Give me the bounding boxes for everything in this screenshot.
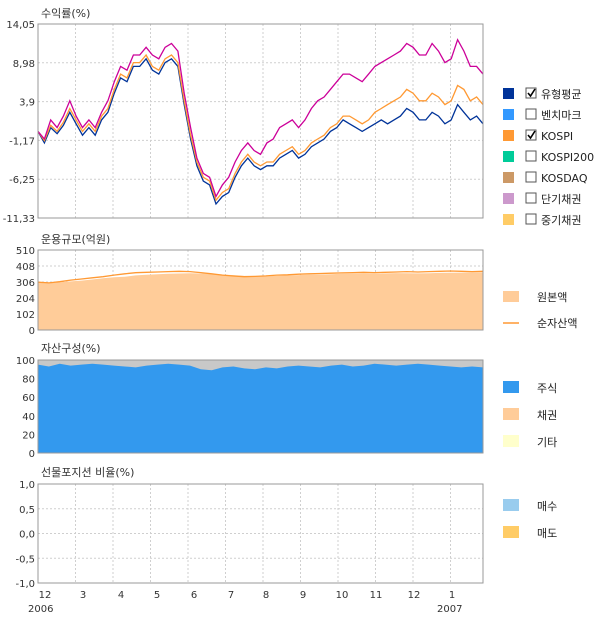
y-tick-label: 100 [16, 356, 35, 367]
y-tick-label: 40 [22, 412, 35, 423]
legend-swatch [503, 109, 514, 120]
y-tick-label: 0,0 [19, 530, 35, 541]
returns-title: 수익률(%) [41, 7, 90, 20]
y-tick-label: 102 [16, 310, 35, 321]
line-net-assets [37, 270, 484, 284]
x-axis: 12 3 4 5 6 7 8 9 10 11 12 1 [39, 590, 456, 601]
legend-label[interactable]: 벤치마크 [541, 109, 581, 122]
x-tick-label: 5 [154, 590, 160, 601]
aum-title: 운용규모(억원) [41, 233, 110, 246]
y-tick-label: 408 [16, 262, 35, 273]
legend-checkbox[interactable] [525, 108, 537, 120]
legend-swatch [503, 151, 514, 162]
x-tick-label: 4 [118, 590, 124, 601]
legend-swatch [503, 499, 519, 511]
legend-checkbox[interactable] [525, 192, 537, 204]
y-tick-label: 0 [29, 449, 35, 460]
y-tick-label: -1,17 [9, 136, 35, 147]
y-tick-label: 8,98 [13, 59, 35, 70]
aum-panel: 510 408 306 204 102 0 [16, 246, 484, 337]
legend-label: 채권 [537, 409, 557, 422]
legend-swatch [503, 381, 519, 393]
y-tick-label: -1,0 [15, 579, 35, 590]
check-icon [527, 130, 536, 140]
legend-label: 기타 [537, 436, 557, 449]
x-tick-label: 10 [336, 590, 349, 601]
x-tick-label: 12 [408, 590, 421, 601]
legend-label[interactable]: 단기채권 [541, 193, 581, 206]
legend-label: 순자산액 [537, 317, 577, 330]
y-tick-label: -0,5 [15, 554, 35, 565]
legend-swatch [503, 435, 519, 447]
legend-swatch [503, 88, 514, 99]
legend-checkbox[interactable] [525, 171, 537, 183]
y-tick-label: -6,25 [9, 175, 35, 186]
x-tick-label: 12 [39, 590, 52, 601]
plot-frame [37, 23, 484, 219]
legend-checkbox[interactable] [525, 87, 537, 99]
y-tick-label: 306 [16, 278, 35, 289]
legend-checkbox[interactable] [525, 129, 537, 141]
x-tick-label: 3 [80, 590, 86, 601]
asset-mix-title: 자산구성(%) [41, 342, 101, 355]
legend-checkbox[interactable] [525, 150, 537, 162]
series-line-7 [37, 38, 484, 199]
y-tick-label: 510 [16, 246, 35, 257]
year-label-2006: 2006 [28, 604, 53, 615]
legend-swatch [503, 526, 519, 538]
x-tick-label: 1 [449, 590, 455, 601]
asset-mix-panel: 100 80 60 40 20 0 [16, 356, 484, 460]
legend-label: 원본액 [537, 291, 567, 304]
legend-label[interactable]: 중기채권 [541, 214, 581, 227]
y-tick-label: 0 [29, 326, 35, 337]
x-tick-label: 7 [228, 590, 234, 601]
y-tick-label: 204 [16, 294, 35, 305]
y-tick-label: 3,9 [19, 98, 35, 109]
legend-swatch-principal [503, 291, 519, 302]
legend-swatch [503, 130, 514, 141]
legend-label: 매도 [537, 527, 557, 540]
futures-title: 선물포지션 비율(%) [41, 466, 134, 479]
legend-swatch [503, 214, 514, 225]
y-tick-label: 0,5 [19, 505, 35, 516]
y-tick-label: -11,33 [3, 214, 35, 225]
series-line-2 [37, 53, 484, 202]
area-stocks [38, 363, 483, 453]
area-principal [38, 272, 483, 330]
legend-label[interactable]: KOSPI [541, 130, 573, 143]
legend-label[interactable]: KOSDAQ [541, 172, 588, 185]
series-line-0 [37, 57, 484, 206]
year-label-2007: 2007 [437, 604, 462, 615]
check-icon [527, 88, 536, 98]
plot-frame [37, 483, 484, 584]
returns-panel: 14,05 8,98 3,9 -1,17 -6,25 -11,33 [3, 20, 484, 225]
plot-frame [37, 249, 484, 331]
legend-label: 매수 [537, 500, 557, 513]
x-tick-label: 11 [370, 590, 383, 601]
legend-swatch [503, 193, 514, 204]
y-tick-label: 20 [22, 430, 35, 441]
legend-checkbox[interactable] [525, 213, 537, 225]
legend-label: 주식 [537, 382, 557, 395]
x-tick-label: 6 [191, 590, 197, 601]
legend-swatch [503, 408, 519, 420]
legend-label[interactable]: 유형평균 [541, 88, 581, 101]
x-tick-label: 9 [300, 590, 306, 601]
legend-swatch [503, 172, 514, 183]
y-tick-label: 14,05 [6, 20, 35, 31]
y-tick-label: 1,0 [19, 480, 35, 491]
y-tick-label: 60 [22, 393, 35, 404]
plot-frame [37, 359, 484, 454]
legend-label[interactable]: KOSPI200 [541, 151, 594, 164]
futures-panel: 1,0 0,5 0,0 -0,5 -1,0 [15, 480, 484, 590]
y-tick-label: 80 [22, 375, 35, 386]
x-tick-label: 8 [263, 590, 269, 601]
